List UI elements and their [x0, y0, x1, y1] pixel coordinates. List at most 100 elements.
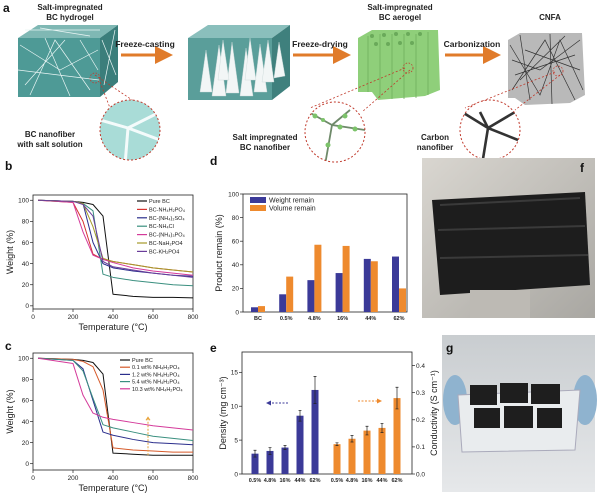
y-tick-label: 5 — [234, 437, 238, 444]
category-label: 62% — [391, 478, 402, 484]
bar-conductivity — [393, 398, 401, 474]
chart-b: b 0 20 40 60 80 100 Weight (%) 0 200 400 600 800 Temp… — [5, 159, 199, 332]
bar-weight-remain — [307, 280, 315, 312]
aerogel-illustration — [358, 30, 440, 100]
y-tick-label: 15 — [231, 370, 239, 377]
category-label: 62% — [393, 316, 404, 322]
y-tick-label: 80 — [22, 377, 30, 384]
bar-volume-remain — [399, 288, 406, 312]
y-tick-label: 60 — [232, 239, 240, 246]
arrow-right-icon — [377, 398, 382, 404]
error-bar — [298, 409, 302, 422]
aerogel-title-line1: Salt-impregnated — [367, 3, 432, 12]
x-tick-label: 600 — [148, 314, 159, 321]
legend-label: Pure BC — [149, 199, 170, 205]
panel-label-e: e — [210, 341, 217, 355]
bar-volume-remain — [370, 261, 378, 312]
bar-density — [281, 447, 289, 474]
category-label: 16% — [279, 478, 290, 484]
legend-label: 10.3 wt% NH₄H₂PO₄ — [132, 387, 183, 393]
x-tick-label: 800 — [188, 475, 199, 482]
x-tick-label: 400 — [108, 475, 119, 482]
category-label: 4.8% — [308, 316, 321, 322]
legend-label: BC-NH₄Cl — [149, 224, 174, 230]
series-line — [37, 199, 194, 299]
x-tick-label: 0 — [31, 475, 35, 482]
y-tick-label: 0 — [234, 471, 238, 478]
y-right-tick-label: 0.3 — [416, 390, 425, 397]
category-label: 44% — [376, 478, 387, 484]
y-tick-label: 100 — [18, 198, 29, 205]
error-bar — [335, 442, 339, 446]
error-bar — [350, 435, 354, 443]
panel-a: a Salt-impregnated BC hydrogel Freeze-ca… — [3, 1, 585, 163]
y-right-tick-label: 0.4 — [416, 363, 425, 370]
category-label: 4.8% — [264, 478, 277, 484]
y-tick-label: 80 — [22, 219, 30, 226]
legend-label: 1.2 wt% NH₄H₂PO₄ — [132, 372, 180, 378]
y-tick-label: 0 — [235, 309, 239, 316]
category-label: BC — [254, 316, 262, 322]
error-bar — [283, 445, 287, 450]
arrow-head-icon — [145, 416, 151, 421]
y-tick-label: 10 — [231, 404, 239, 411]
series-line — [37, 357, 194, 441]
bar-weight-remain — [392, 256, 399, 312]
y-right-tick-label: 0.1 — [416, 444, 425, 451]
step-freeze-drying: Freeze-drying — [292, 39, 348, 49]
hydrogel-title-line2: BC hydrogel — [46, 13, 94, 22]
error-bar — [365, 425, 369, 436]
panel-label-g: g — [446, 341, 453, 355]
bar-weight-remain — [335, 273, 343, 312]
bar-conductivity — [363, 430, 371, 474]
y-axis-label: Weight (%) — [5, 230, 15, 274]
bar-density — [251, 453, 259, 474]
y-tick-label: 0 — [25, 303, 29, 310]
chart-d: d 0 20 40 60 80 100 Product remain (%) BC 0.5% 4.8… — [210, 154, 408, 322]
plot-frame — [242, 193, 408, 313]
freeze-cast-box-illustration — [188, 25, 290, 100]
series-line — [37, 357, 193, 453]
category-label: 0.5% — [249, 478, 262, 484]
y-right-axis-label: Conductivity (S cm⁻¹) — [429, 370, 439, 456]
legend-swatch — [250, 197, 266, 203]
plot-frame — [241, 351, 413, 475]
error-bar — [268, 447, 272, 455]
bar-conductivity — [333, 444, 341, 474]
y-tick-label: 40 — [22, 419, 30, 426]
error-bar — [313, 376, 317, 404]
y-right-tick-label: 0.0 — [416, 471, 425, 478]
inset2-caption-line1: Salt impregnated — [233, 133, 298, 142]
x-tick-label: 800 — [188, 314, 199, 321]
y-tick-label: 40 — [22, 261, 30, 268]
error-bar — [253, 449, 257, 458]
bar-weight-remain — [251, 307, 258, 312]
legend-label: BC-NaH₂PO4 — [149, 241, 183, 247]
x-tick-label: 0 — [31, 314, 35, 321]
legend-label: Weight remain — [269, 198, 314, 205]
category-label: 0.5% — [280, 316, 293, 322]
bar-density — [266, 450, 274, 474]
legend-swatch — [250, 205, 266, 211]
hydrogel-box-illustration — [17, 25, 118, 97]
y-tick-label: 40 — [232, 262, 240, 269]
inset-salt-nanofiber: Salt impregnated BC nanofiber — [233, 62, 414, 163]
inset-bc-nanofiber: BC nanofiber with salt solution — [16, 72, 161, 161]
arrow-left-icon — [266, 400, 271, 406]
step-carbonization: Carbonization — [444, 39, 501, 49]
y-tick-label: 20 — [232, 286, 240, 293]
panel-label-a: a — [3, 1, 10, 15]
category-label: 0.5% — [331, 478, 344, 484]
legend-label: BC-(NH₄)₂SO₄ — [149, 216, 185, 222]
x-tick-label: 400 — [108, 314, 119, 321]
bar-weight-remain — [363, 258, 371, 312]
series-line — [37, 199, 194, 273]
inset-carbon-nanofiber: Carbon nanofiber — [417, 65, 564, 161]
y-tick-label: 60 — [22, 240, 30, 247]
y-tick-label: 100 — [228, 191, 239, 198]
legend-label: Pure BC — [132, 358, 153, 364]
inset3-caption-line2: nanofiber — [417, 143, 453, 152]
